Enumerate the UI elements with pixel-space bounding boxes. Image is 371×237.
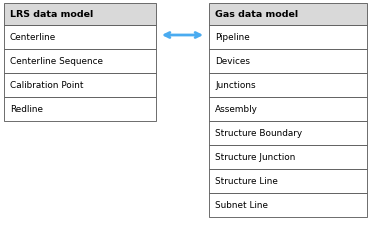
Bar — [4, 25, 156, 49]
Text: Pipeline: Pipeline — [215, 32, 250, 41]
Bar — [209, 145, 367, 169]
Text: Structure Boundary: Structure Boundary — [215, 128, 302, 137]
Bar — [209, 3, 367, 25]
Text: Redline: Redline — [10, 105, 43, 114]
Text: Subnet Line: Subnet Line — [215, 201, 268, 210]
Bar — [4, 3, 156, 25]
Text: Calibration Point: Calibration Point — [10, 81, 83, 90]
Bar — [209, 97, 367, 121]
Text: Centerline Sequence: Centerline Sequence — [10, 56, 103, 65]
Bar — [4, 73, 156, 97]
Text: Structure Line: Structure Line — [215, 177, 278, 186]
Bar — [209, 193, 367, 217]
Text: LRS data model: LRS data model — [10, 9, 93, 18]
Bar — [4, 49, 156, 73]
Bar — [209, 121, 367, 145]
Text: Assembly: Assembly — [215, 105, 258, 114]
FancyArrowPatch shape — [165, 32, 200, 37]
Bar — [209, 49, 367, 73]
Bar — [4, 97, 156, 121]
Bar — [209, 25, 367, 49]
Text: Junctions: Junctions — [215, 81, 256, 90]
Bar — [209, 169, 367, 193]
Text: Devices: Devices — [215, 56, 250, 65]
Text: Gas data model: Gas data model — [215, 9, 298, 18]
Text: Centerline: Centerline — [10, 32, 56, 41]
Bar — [209, 73, 367, 97]
Text: Structure Junction: Structure Junction — [215, 152, 295, 161]
